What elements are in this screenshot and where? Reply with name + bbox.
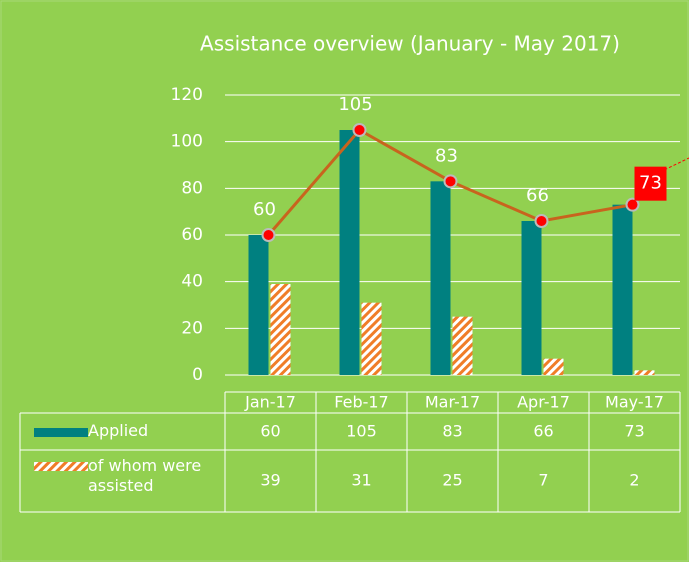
table-value: 7: [538, 471, 548, 490]
bar: [361, 302, 382, 375]
data-label: 60: [253, 199, 276, 220]
table-value: 66: [533, 422, 553, 441]
x-tick-label: Mar-17: [425, 393, 480, 412]
y-tick-label: 60: [181, 225, 203, 245]
x-tick-label: Apr-17: [517, 393, 570, 412]
table-value: 39: [260, 471, 280, 490]
legend-key: [34, 462, 88, 471]
line-marker: [625, 197, 640, 212]
bar: [452, 316, 473, 375]
table-value: 83: [442, 422, 462, 441]
legend-key: [34, 428, 88, 437]
y-tick-label: 20: [181, 318, 203, 338]
legend-label-box: Applied: [88, 421, 149, 440]
x-tick-label: Jan-17: [244, 393, 296, 412]
bar: [270, 284, 291, 375]
legend-label: Applied: [88, 421, 149, 440]
table-value: 105: [346, 422, 377, 441]
highlight-box: [634, 166, 667, 201]
y-tick-label: 40: [181, 272, 203, 292]
bar: [248, 235, 269, 375]
table-value: 2: [629, 471, 639, 490]
legend-label-box: of whom were assisted: [88, 456, 202, 495]
data-label: 83: [435, 145, 458, 166]
y-tick-label: 100: [171, 132, 203, 152]
bar: [521, 221, 542, 375]
bar: [430, 181, 451, 375]
bar: [543, 358, 564, 375]
line-marker: [261, 228, 276, 242]
bar: [339, 130, 360, 375]
data-label: 73: [639, 173, 662, 194]
data-label: 66: [526, 185, 549, 206]
y-tick-label: 0: [192, 365, 203, 385]
legend-label: of whom were assisted: [88, 456, 202, 495]
y-tick-label: 80: [181, 178, 203, 198]
bar: [612, 204, 633, 375]
x-tick-label: May-17: [605, 393, 664, 412]
line-marker: [443, 174, 458, 189]
data-label: 105: [338, 94, 372, 115]
table-value: 31: [351, 471, 371, 490]
table-value: 73: [624, 422, 644, 441]
table-value: 60: [260, 422, 280, 441]
table-value: 25: [442, 471, 462, 490]
chart-title: Assistance overview (January - May 2017): [200, 32, 620, 56]
line-marker: [352, 123, 367, 137]
x-tick-label: Feb-17: [334, 393, 388, 412]
line-marker: [534, 214, 549, 228]
y-tick-label: 120: [171, 85, 203, 105]
bar: [634, 370, 655, 375]
